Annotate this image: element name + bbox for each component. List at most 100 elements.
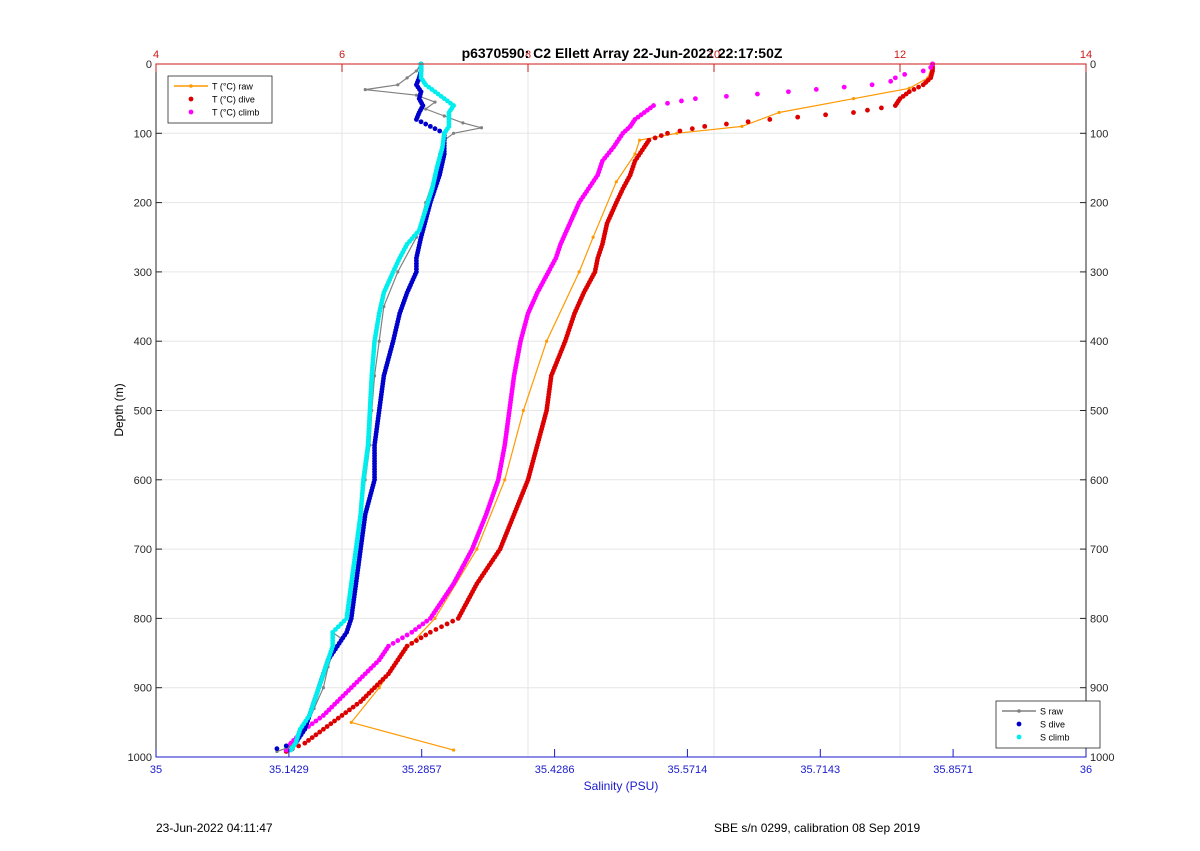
- data-point: [321, 686, 325, 690]
- data-point: [409, 640, 415, 646]
- data-point: [851, 97, 856, 101]
- data-point: [851, 110, 856, 115]
- data-point: [414, 117, 419, 122]
- data-point: [416, 624, 422, 630]
- x-tick-label-bottom: 36: [1080, 764, 1092, 776]
- data-point: [349, 720, 353, 724]
- data-point: [545, 339, 549, 343]
- x-tick-label-bottom: 35.8571: [933, 764, 973, 776]
- data-point: [892, 75, 898, 81]
- legend-marker: [188, 109, 194, 115]
- data-point: [455, 616, 461, 621]
- data-point: [503, 478, 507, 482]
- data-point: [309, 721, 315, 727]
- data-point: [724, 93, 729, 99]
- x-tick-label-bottom: 35.5714: [668, 764, 708, 776]
- data-point: [396, 270, 400, 274]
- data-point: [343, 710, 349, 716]
- data-point: [638, 138, 642, 142]
- legend-label: S raw: [1040, 707, 1064, 717]
- x-tick-label-top: 10: [708, 49, 720, 61]
- data-point: [396, 83, 400, 87]
- data-point: [777, 110, 781, 115]
- data-point: [879, 105, 884, 111]
- data-point: [427, 629, 433, 635]
- y-tick-label-right: 200: [1090, 198, 1108, 210]
- data-point: [427, 123, 433, 129]
- y-tick-label-right: 600: [1090, 475, 1108, 487]
- data-point: [313, 732, 319, 738]
- data-point: [328, 721, 334, 727]
- data-point: [786, 89, 791, 95]
- data-point: [907, 86, 911, 90]
- data-point: [302, 740, 308, 746]
- y-tick-label-right: 700: [1090, 544, 1108, 556]
- data-point: [414, 69, 418, 73]
- data-point: [745, 119, 751, 125]
- legend-marker: [188, 96, 194, 102]
- data-point: [813, 87, 819, 92]
- footer-calibration: SBE s/n 0299, calibration 08 Sep 2019: [714, 821, 921, 835]
- data-point: [427, 616, 433, 621]
- y-tick-label-left: 700: [134, 544, 152, 556]
- data-point: [767, 117, 773, 122]
- data-point: [321, 726, 326, 732]
- data-point: [424, 618, 430, 624]
- legend-marker: [189, 84, 193, 88]
- data-point: [665, 100, 670, 106]
- data-point: [591, 235, 595, 239]
- data-point: [405, 76, 409, 80]
- data-point: [869, 82, 875, 88]
- data-point: [283, 743, 289, 749]
- data-point: [675, 131, 679, 135]
- data-point: [309, 735, 315, 740]
- x-tick-label-top: 6: [339, 49, 345, 61]
- data-point: [414, 638, 419, 643]
- data-point: [313, 718, 319, 724]
- data-point: [724, 121, 729, 127]
- data-point: [317, 729, 323, 735]
- data-point: [433, 100, 437, 104]
- y-tick-label-left: 600: [134, 475, 152, 487]
- y-tick-label-right: 800: [1090, 613, 1108, 625]
- data-point: [450, 618, 456, 624]
- data-point: [475, 547, 479, 551]
- x-tick-label-bottom: 35.4286: [535, 764, 575, 776]
- data-point: [433, 616, 437, 621]
- footer-timestamp: 23-Jun-2022 04:11:47: [156, 821, 273, 835]
- data-point: [335, 715, 341, 721]
- series-layer: [274, 61, 935, 754]
- legend-label: T (°C) raw: [212, 82, 253, 92]
- data-point: [400, 635, 405, 641]
- x-tick-label-bottom: 35.1429: [269, 764, 309, 776]
- y-tick-label-left: 200: [134, 198, 152, 210]
- data-point: [740, 124, 744, 128]
- y-tick-label-right: 100: [1090, 128, 1108, 140]
- data-point: [920, 68, 926, 74]
- series-s-climb: [288, 61, 456, 753]
- data-point: [614, 180, 618, 184]
- data-point: [339, 713, 345, 718]
- legend-marker: [1017, 709, 1021, 713]
- legend-label: S climb: [1040, 733, 1070, 743]
- data-point: [677, 128, 683, 134]
- data-point: [358, 699, 363, 704]
- data-point: [633, 152, 637, 156]
- data-point: [423, 632, 429, 638]
- data-point: [902, 71, 908, 77]
- data-point: [823, 112, 828, 118]
- data-point: [452, 748, 456, 752]
- series-t-c-dive: [283, 61, 935, 754]
- y-tick-label-right: 500: [1090, 406, 1108, 418]
- legend-marker: [1016, 734, 1022, 740]
- x-tick-label-bottom: 35: [150, 764, 162, 776]
- legend-label: S dive: [1040, 720, 1065, 730]
- data-point: [413, 627, 418, 632]
- data-point: [420, 621, 426, 627]
- data-point: [442, 114, 446, 118]
- y-tick-label-left: 300: [134, 267, 152, 279]
- data-point: [911, 87, 917, 92]
- data-point: [521, 408, 525, 413]
- data-point: [693, 96, 698, 102]
